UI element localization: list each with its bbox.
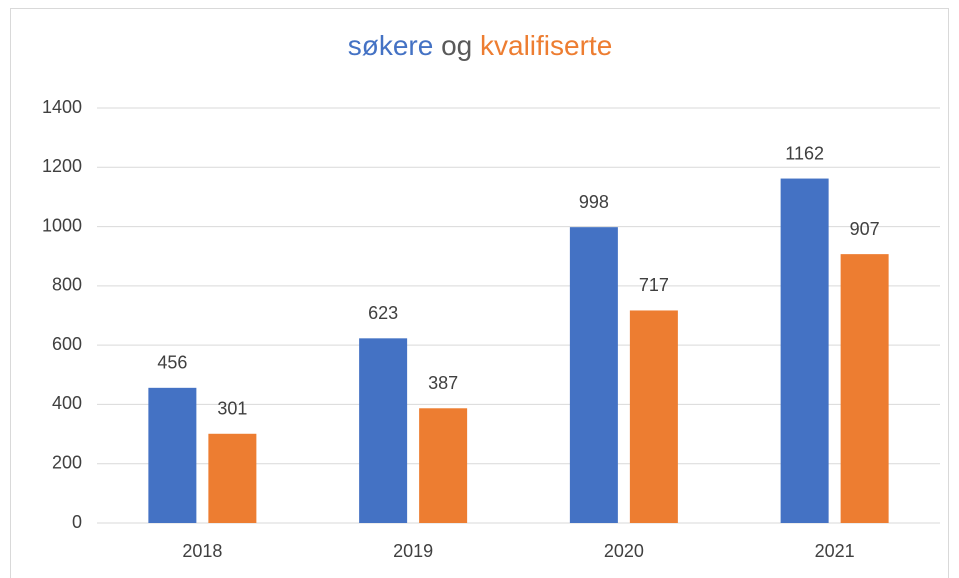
bar [780, 178, 829, 524]
y-tick-label: 1200 [42, 156, 82, 176]
y-tick-label: 0 [72, 512, 82, 532]
y-tick-label: 200 [52, 452, 82, 472]
data-label: 387 [428, 373, 458, 393]
bar [419, 408, 468, 523]
chart-title: søkere og kvalifiserte [348, 30, 613, 61]
x-tick-label: 2018 [182, 541, 222, 561]
data-label: 1162 [785, 143, 824, 163]
data-label: 998 [579, 192, 609, 212]
x-tick-label: 2019 [393, 541, 433, 561]
title-part: søkere [348, 30, 434, 61]
bar [208, 433, 257, 523]
data-label: 301 [217, 399, 247, 419]
y-tick-label: 1400 [42, 97, 82, 117]
y-tick-label: 800 [52, 275, 82, 295]
data-label: 456 [157, 353, 187, 373]
bar [148, 387, 197, 523]
y-tick-label: 600 [52, 334, 82, 354]
data-label: 623 [368, 303, 398, 323]
y-tick-label: 1000 [42, 215, 82, 235]
bar [840, 254, 889, 523]
data-label: 717 [639, 275, 669, 295]
bar [359, 338, 408, 523]
data-label: 907 [850, 219, 880, 239]
bar [629, 310, 678, 523]
x-tick-label: 2021 [815, 541, 855, 561]
x-tick-label: 2020 [604, 541, 644, 561]
title-part: kvalifiserte [480, 30, 612, 61]
bar [569, 227, 618, 523]
y-tick-label: 400 [52, 393, 82, 413]
title-part: og [441, 30, 472, 61]
